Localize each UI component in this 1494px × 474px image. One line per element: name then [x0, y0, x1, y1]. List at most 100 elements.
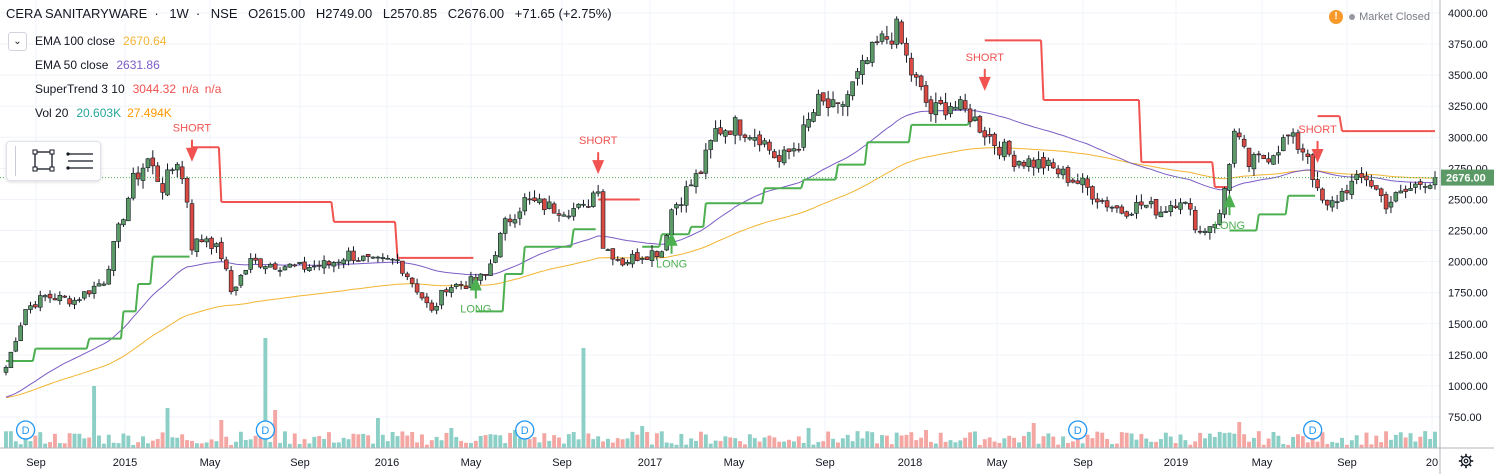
volume-bar: [542, 433, 547, 448]
close-value: C2676.00: [447, 6, 505, 21]
candle-body: [1266, 158, 1271, 163]
candle-body: [757, 134, 762, 146]
volume-bar: [796, 436, 801, 448]
gear-icon[interactable]: [1458, 453, 1474, 469]
warning-icon[interactable]: !: [1329, 10, 1344, 24]
candle-body: [693, 173, 699, 187]
volume-bar: [483, 435, 488, 448]
x-tick-label: May: [461, 457, 482, 469]
candle-body: [111, 241, 116, 271]
indicator-ema100[interactable]: EMA 100 close 2670.64: [35, 34, 172, 48]
candle-body: [958, 99, 963, 110]
dividend-marker[interactable]: D: [1068, 420, 1088, 440]
volume-bar: [77, 433, 82, 448]
indicator-volume[interactable]: Vol 20 20.603K 27.494K: [35, 106, 178, 120]
y-tick-label: 3000.00: [1448, 132, 1488, 144]
candle-body: [1046, 159, 1051, 166]
candle-body: [67, 298, 72, 305]
volume-bar: [199, 443, 204, 448]
candle-body: [370, 256, 376, 259]
supertrend-segment: [120, 311, 125, 339]
volume-bar: [410, 431, 415, 448]
candle-body: [752, 137, 758, 141]
volume-bar: [1286, 444, 1291, 448]
volume-bar: [801, 443, 806, 448]
candle-body: [1369, 180, 1374, 187]
collapse-indicators-button[interactable]: ⌄: [8, 32, 27, 51]
volume-bar: [1227, 432, 1232, 448]
long-signal-label: LONG: [1214, 220, 1245, 232]
volume-bar: [1354, 435, 1359, 448]
volume-bar: [1403, 437, 1408, 448]
volume-bar: [273, 410, 278, 448]
open-value: O2615.00: [248, 6, 306, 21]
volume-bar: [615, 438, 620, 448]
candle-body: [1393, 192, 1399, 202]
candle-body: [860, 60, 865, 76]
volume-bar: [72, 433, 77, 448]
volume-bar: [1310, 431, 1315, 448]
volume-bar: [933, 443, 938, 448]
indicator-supertrend[interactable]: SuperTrend 3 10 3044.32 n/a n/a: [35, 82, 227, 96]
volume-bar: [1100, 432, 1105, 448]
rectangle-tool-icon[interactable]: [32, 149, 55, 172]
indicator-ema50[interactable]: EMA 50 close 2631.86: [35, 58, 166, 72]
candle-body: [1339, 190, 1345, 202]
volume-bar: [1129, 433, 1134, 448]
candle-body: [52, 298, 58, 301]
volume-bar: [67, 433, 72, 448]
volume-bar: [331, 442, 336, 448]
dividend-marker[interactable]: D: [515, 420, 535, 440]
symbol-name[interactable]: CERA SANITARYWARE: [6, 6, 148, 21]
volume-bar: [508, 433, 513, 448]
dividend-marker[interactable]: D: [1303, 420, 1323, 440]
volume-bar: [664, 442, 669, 448]
volume-bar: [1110, 444, 1114, 448]
volume-bar: [625, 438, 630, 448]
candle-body: [434, 305, 439, 311]
market-status-text: Market Closed: [1359, 11, 1430, 23]
volume-bar: [464, 442, 468, 448]
volume-bar: [1207, 433, 1212, 448]
indicator-value: 2670.64: [123, 34, 167, 48]
volume-bar: [1036, 443, 1041, 448]
volume-bar: [1247, 441, 1251, 448]
volume-bar: [811, 444, 816, 448]
volume-bar: [18, 444, 23, 448]
candle-body: [1432, 177, 1438, 186]
candle-body: [1080, 177, 1085, 186]
interval[interactable]: 1W: [169, 6, 189, 21]
ema-50-line: [5, 109, 1436, 398]
volume-bar: [845, 434, 850, 448]
candle-body: [414, 283, 420, 293]
volume-bar: [924, 430, 928, 448]
volume-bar: [1408, 433, 1413, 448]
dividend-marker[interactable]: D: [255, 420, 276, 440]
volume-bar: [752, 438, 757, 448]
x-tick-label: Sep: [26, 457, 46, 469]
candle-body: [1413, 183, 1418, 188]
candle-body: [444, 289, 449, 293]
candle-body: [390, 258, 395, 261]
candle-body: [654, 251, 660, 258]
candle-body: [424, 296, 430, 304]
volume-bar: [420, 434, 424, 448]
candle-body: [728, 130, 733, 135]
volume-bar: [698, 431, 703, 448]
indicator-name: Vol 20: [35, 106, 69, 120]
volume-bar: [1066, 443, 1070, 448]
volume-bar: [175, 437, 180, 448]
candle-body: [82, 291, 87, 299]
candle-body: [307, 267, 312, 271]
volume-bar: [356, 434, 361, 448]
y-tick-label: 2250.00: [1448, 226, 1488, 238]
candle-body: [512, 219, 518, 224]
lines-tool-icon[interactable]: [66, 152, 93, 170]
volume-bar: [1090, 438, 1095, 448]
candle-body: [1202, 230, 1208, 234]
dividend-marker[interactable]: D: [15, 420, 36, 440]
supertrend-segment: [1137, 99, 1143, 163]
volume-bar: [963, 437, 968, 448]
candle-body: [874, 41, 880, 44]
